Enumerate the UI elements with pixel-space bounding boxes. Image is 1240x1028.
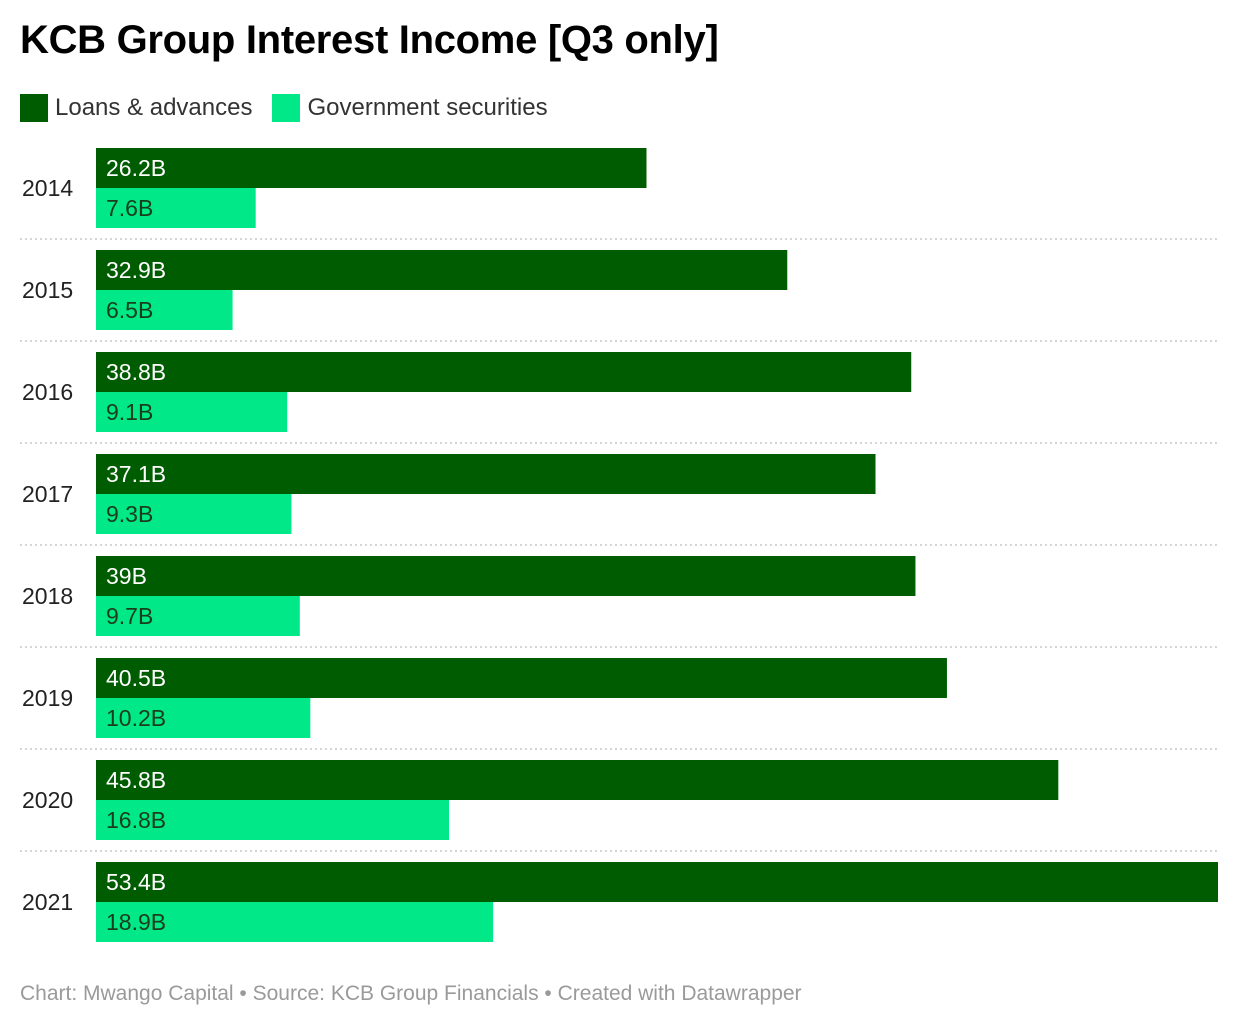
data-label-loans-2017: 37.1B [106, 461, 166, 487]
bar-government-securities-2014 [96, 188, 256, 228]
bar-loans-2020 [96, 760, 1059, 800]
bar-government-securities-2017 [96, 494, 292, 534]
data-label-loans-2019: 40.5B [106, 665, 166, 691]
data-label-loans-2016: 38.8B [106, 359, 166, 385]
bar-government-securities-2018 [96, 596, 300, 636]
data-label-government-securities-2015: 6.5B [106, 297, 153, 323]
category-label-2016: 2016 [22, 379, 73, 405]
legend-item-government-securities: Government securities [272, 94, 548, 122]
data-label-loans-2015: 32.9B [106, 257, 166, 283]
data-label-loans-2018: 39B [106, 563, 147, 589]
data-label-government-securities-2021: 18.9B [106, 909, 166, 935]
bar-government-securities-2016 [96, 392, 288, 432]
legend-item-loans: Loans & advances [20, 94, 252, 122]
category-label-2018: 2018 [22, 583, 73, 609]
bar-loans-2017 [96, 454, 876, 494]
category-label-2021: 2021 [22, 889, 73, 915]
bar-loans-2015 [96, 250, 788, 290]
data-label-government-securities-2014: 7.6B [106, 195, 153, 221]
legend-swatch-government-securities [272, 94, 301, 122]
bar-loans-2021 [96, 862, 1218, 902]
bar-loans-2016 [96, 352, 912, 392]
category-label-2015: 2015 [22, 277, 73, 303]
chart-title: KCB Group Interest Income [Q3 only] [20, 18, 719, 62]
bar-government-securities-2019 [96, 698, 311, 738]
legend-label-government-securities: Government securities [307, 94, 548, 121]
legend-swatch-loans [20, 94, 48, 122]
bar-government-securities-2021 [96, 902, 494, 942]
category-label-2019: 2019 [22, 685, 73, 711]
bar-loans-2014 [96, 148, 647, 188]
bar-loans-2018 [96, 556, 916, 596]
data-label-government-securities-2018: 9.7B [106, 603, 153, 629]
bar-loans-2019 [96, 658, 947, 698]
category-label-2017: 2017 [22, 481, 73, 507]
bar-government-securities-2015 [96, 290, 233, 330]
bar-government-securities-2020 [96, 800, 449, 840]
data-label-loans-2014: 26.2B [106, 155, 166, 181]
category-label-2020: 2020 [22, 787, 73, 813]
chart-legend: Loans & advances Government securities [20, 94, 568, 122]
data-label-government-securities-2017: 9.3B [106, 501, 153, 527]
legend-label-loans: Loans & advances [55, 94, 253, 121]
data-label-government-securities-2016: 9.1B [106, 399, 153, 425]
data-label-government-securities-2020: 16.8B [106, 807, 166, 833]
category-label-2014: 2014 [22, 175, 73, 201]
data-label-loans-2021: 53.4B [106, 869, 166, 895]
data-label-government-securities-2019: 10.2B [106, 705, 166, 731]
chart-footer-credit: Chart: Mwango Capital • Source: KCB Grou… [20, 982, 802, 1005]
data-label-loans-2020: 45.8B [106, 767, 166, 793]
